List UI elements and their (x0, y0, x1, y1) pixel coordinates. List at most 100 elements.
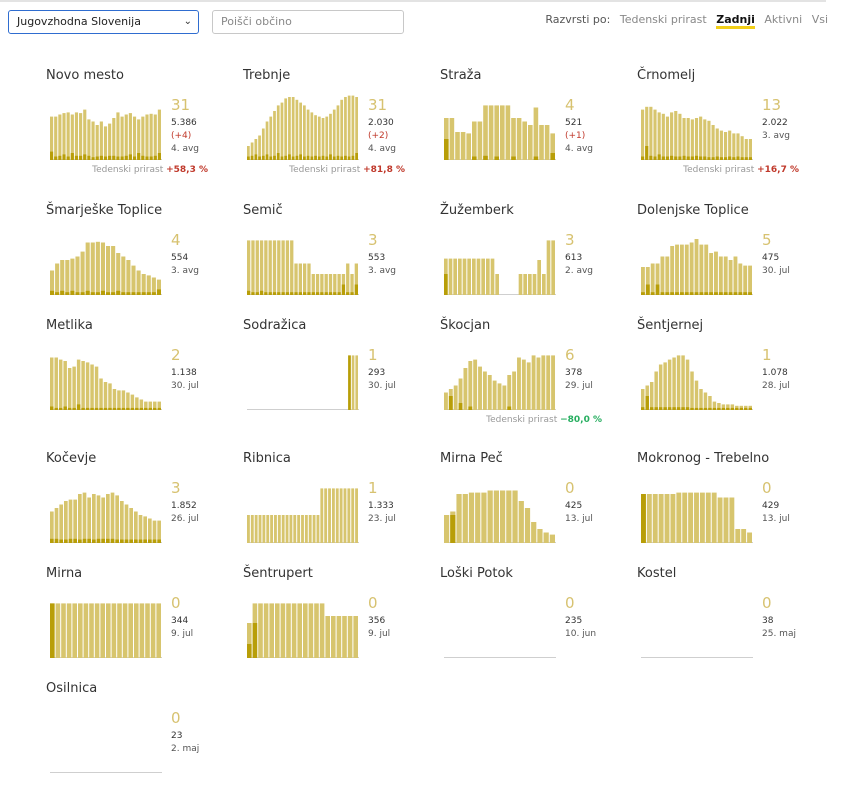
last-case-date: 4. avg (368, 144, 397, 154)
region-select[interactable]: Jugovzhodna Slovenija ⌄ (8, 10, 199, 34)
municipality-card[interactable]: Škocjan 6 378 29. jul Tedenski prirast −80,0… (440, 318, 610, 428)
municipality-card[interactable]: Kočevje 3 1.852 26. jul (46, 451, 216, 561)
sparkline-bar (50, 511, 54, 543)
sparkline-bar (723, 256, 728, 295)
last-case-date: 3. avg (368, 266, 397, 276)
municipality-card[interactable]: Trebnje 31 2.030 (+2) 4. avg Tedenski prirast… (243, 68, 413, 178)
sparkline-active-bar (689, 292, 694, 295)
sparkline-bar (100, 603, 105, 658)
municipality-card[interactable]: Mirna Peč 0 425 13. jul (440, 451, 610, 561)
sparkline-active-bar (110, 538, 115, 543)
municipality-card[interactable]: Metlika 2 1.138 30. jul (46, 318, 216, 428)
sparkline-bar (94, 603, 100, 658)
municipality-card[interactable]: Črnomelj 13 2.022 3. avg Tedenski prirast +1… (637, 68, 807, 178)
municipality-card[interactable]: Dolenjske Toplice 5 475 30. jul (637, 203, 807, 313)
sort-option-active[interactable]: Aktivni (764, 13, 803, 26)
sparkline-bar (59, 504, 63, 543)
sparkline-bar (276, 105, 280, 160)
municipality-search-input[interactable]: Poišči občino (212, 10, 404, 34)
sparkline-active-bar (259, 290, 264, 295)
sparkline-active-bar (132, 156, 137, 160)
sparkline-bar (130, 394, 135, 410)
sparkline-bar (351, 355, 355, 410)
sparkline-bar (711, 125, 715, 160)
sparkline-bar (667, 359, 672, 410)
sparkline-active-bar (153, 407, 157, 410)
municipality-name: Sodražica (243, 318, 307, 333)
sparkline-active-bar (726, 407, 730, 410)
municipality-card[interactable]: Kostel 0 38 25. maj (637, 566, 807, 676)
sparkline-bar (141, 116, 145, 160)
sparkline-bar (280, 603, 286, 658)
sparkline-bar (346, 263, 350, 295)
municipality-card[interactable]: Šmarješke Toplice 4 554 3. avg (46, 203, 216, 313)
municipality-name: Mirna (46, 566, 83, 581)
sparkline-bar (108, 383, 112, 410)
municipality-card[interactable]: Straža 4 521 (+1) 4. avg (440, 68, 610, 178)
sparkline-active-bar (87, 538, 91, 543)
sparkline-bar (735, 405, 739, 410)
sparkline-bar (83, 603, 89, 658)
sparkline-bar (303, 263, 307, 295)
sparkline-active-bar (144, 407, 148, 410)
municipality-name: Metlika (46, 318, 93, 333)
sparkline-bar (449, 118, 455, 160)
sparkline-bar (650, 263, 655, 295)
active-cases-count: 0 (171, 594, 181, 612)
sparkline-bar (665, 116, 670, 160)
municipality-card[interactable]: Semič 3 553 3. avg (243, 203, 413, 313)
sparkline-bar (325, 616, 330, 658)
sparkline-active-bar (135, 407, 139, 410)
sparkline-bar (134, 603, 139, 658)
sparkline-bar (711, 492, 717, 543)
daily-change: (+4) (171, 131, 192, 141)
municipality-card[interactable]: Šentjernej 1 1.078 28. jul (637, 318, 807, 428)
sparkline-active-bar (458, 403, 463, 410)
sparkline-bar (522, 121, 527, 160)
sparkline-active-bar (730, 407, 735, 410)
municipality-card[interactable]: Sodražica 1 293 30. jul (243, 318, 413, 428)
sparkline-active-bar (58, 155, 62, 160)
sparkline-active-bar (735, 407, 739, 410)
weekly-growth-label: Tedenski prirast (289, 165, 364, 175)
municipality-card[interactable]: Žužemberk 3 613 2. avg (440, 203, 610, 313)
sparkline-bar (500, 105, 505, 160)
sparkline-active-bar (690, 156, 694, 160)
municipality-card[interactable]: Loški Potok 0 235 10. jun (440, 566, 610, 676)
sparkline-bar (89, 603, 94, 658)
municipality-name: Ribnica (243, 451, 291, 466)
municipality-card[interactable]: Mirna 0 344 9. jul (46, 566, 216, 676)
sparkline-bar (85, 362, 90, 410)
sparkline-active-bar (247, 156, 250, 160)
sparkline-active-bar (694, 155, 699, 160)
sparkline-active-bar (294, 292, 298, 295)
sort-option-latest[interactable]: Zadnji (716, 13, 755, 29)
sparkline-bar (748, 265, 752, 295)
municipality-card[interactable]: Osilnica 0 23 2. maj (46, 681, 216, 791)
sort-option-all[interactable]: Vsi (811, 13, 828, 26)
population-count: 554 (171, 253, 189, 263)
sparkline-bar (661, 113, 665, 160)
sparkline-active-bar (686, 156, 690, 160)
sparkline-active-bar (306, 155, 310, 160)
sparkline-active-bar (303, 156, 306, 160)
sparkline-bar (110, 492, 115, 543)
sparkline-bar (116, 112, 120, 160)
sparkline-active-bar (354, 284, 358, 295)
last-case-date: 23. jul (368, 514, 396, 524)
sparkline-bar (121, 256, 126, 295)
municipality-card[interactable]: Ribnica 1 1.333 23. jul (243, 451, 413, 561)
sparkline-bar (325, 116, 329, 160)
sparkline-bar (699, 244, 704, 295)
sparkline-active-bar (276, 153, 280, 160)
sparkline-active-bar (336, 155, 340, 160)
municipality-card[interactable]: Novo mesto 31 5.386 (+4) 4. avg Tedenski prir… (46, 68, 216, 178)
sparkline-bar (678, 113, 682, 160)
sort-option-weekly-growth[interactable]: Tedenski prirast (619, 13, 707, 26)
sparkline-bar (301, 515, 304, 543)
municipality-card[interactable]: Mokronog - Trebelno 0 429 13. jul (637, 451, 807, 561)
sparkline-active-bar (54, 407, 58, 410)
population-count: 475 (762, 253, 780, 263)
municipality-card[interactable]: Šentrupert 0 356 9. jul (243, 566, 413, 676)
active-cases-count: 1 (762, 346, 772, 364)
